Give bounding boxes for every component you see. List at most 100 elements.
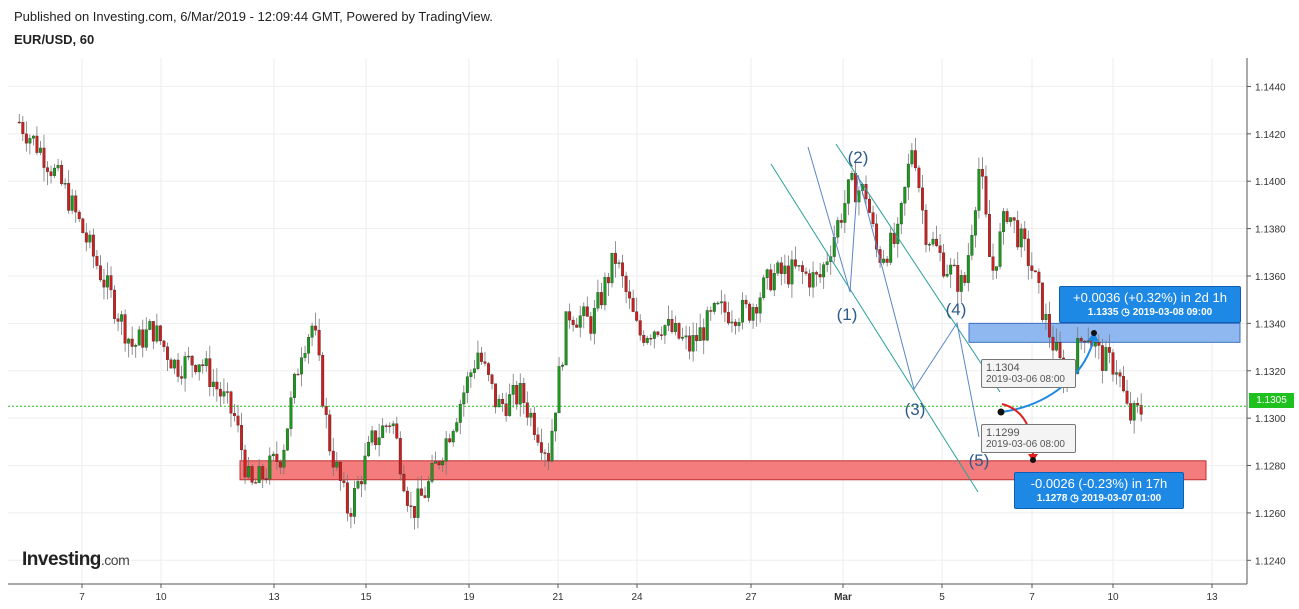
candle-body <box>296 373 300 376</box>
high-tooltip-price: 1.1304 <box>986 362 1020 374</box>
candle-body <box>734 321 737 326</box>
candle-body <box>233 413 236 417</box>
candle-body <box>225 391 229 393</box>
candle-body <box>46 167 49 172</box>
candle-body <box>1012 217 1016 221</box>
candle-body <box>998 231 1002 267</box>
candle-body <box>451 431 455 443</box>
candle-body <box>303 353 307 358</box>
candle-body <box>659 334 663 336</box>
up-projection-callout[interactable]: +0.0036 (+0.32%) in 2d 1h 1.1335 ◷ 2019-… <box>1059 286 1241 323</box>
candle-body <box>857 190 861 203</box>
up-projection-price: 1.1335 <box>1087 307 1119 318</box>
candle-body <box>561 364 565 367</box>
candle-body <box>511 385 515 395</box>
candle-body <box>109 275 113 291</box>
candle-body <box>885 258 889 263</box>
candle-body <box>726 312 730 324</box>
down-projection-callout[interactable]: -0.0026 (-0.23%) in 17h 1.1278 ◷ 2019-03… <box>1014 472 1184 509</box>
candle-body <box>42 147 46 168</box>
candle-body <box>984 176 988 215</box>
candle-body <box>458 403 462 423</box>
candle-body <box>1023 228 1027 240</box>
resistance-zone <box>968 322 1241 343</box>
candle-body <box>487 363 490 375</box>
candle-body <box>448 438 452 443</box>
candle-body <box>607 277 610 284</box>
candle-body <box>441 461 445 466</box>
candle-body <box>412 506 416 518</box>
candle-body <box>1002 211 1006 232</box>
candle-body <box>554 412 557 432</box>
candle-body <box>871 212 875 225</box>
candle-body <box>501 398 505 404</box>
candle-body <box>173 359 176 369</box>
candle-body <box>1058 342 1062 359</box>
candle-body <box>194 365 198 373</box>
candle-body <box>144 329 148 348</box>
candle-body <box>455 422 459 432</box>
candle-body <box>624 275 628 292</box>
candle-body <box>1111 352 1115 375</box>
candle-body <box>525 402 529 418</box>
up-projection-detail: 1.1335 ◷ 2019-03-08 09:00 <box>1060 305 1240 322</box>
candle-body <box>649 338 653 340</box>
y-tick-label: 1.1320 <box>1255 367 1286 378</box>
candle-body <box>652 331 656 339</box>
candle-body <box>737 322 741 326</box>
candle-body <box>945 274 949 277</box>
x-tick-label: 27 <box>745 592 757 603</box>
candle-body <box>765 269 769 278</box>
candle-body <box>490 374 494 384</box>
candle-body <box>1048 314 1051 338</box>
candle-body <box>547 453 550 462</box>
candle-body <box>462 392 466 405</box>
candle-body <box>822 264 826 278</box>
candle-body <box>430 463 434 482</box>
candle-body <box>345 482 349 514</box>
candle-body <box>356 481 360 489</box>
candle-body <box>1122 376 1125 392</box>
candle-body <box>141 329 145 348</box>
candle-body <box>631 297 635 312</box>
x-tick-label: 13 <box>1206 592 1218 603</box>
y-tick-label: 1.1400 <box>1255 177 1286 188</box>
candle-body <box>539 442 543 453</box>
candle-body <box>166 346 169 360</box>
candle-body <box>293 373 296 398</box>
high-tooltip-date: 2019-03-06 08:00 <box>986 374 1065 385</box>
candle-body <box>716 302 720 305</box>
candle-body <box>892 232 896 244</box>
candle-body <box>956 265 960 292</box>
candle-body <box>599 292 603 306</box>
candle-body <box>398 438 402 475</box>
candle-body <box>17 121 21 124</box>
candle-body <box>779 262 783 274</box>
candle-body <box>846 179 850 204</box>
x-tick-label: 21 <box>552 592 564 603</box>
candle-body <box>518 383 522 405</box>
candle-body <box>875 223 879 250</box>
candle-body <box>1076 338 1080 374</box>
candle-body <box>942 252 946 277</box>
candle-body <box>314 325 318 331</box>
candle-body <box>381 425 385 438</box>
candle-body <box>1005 211 1009 222</box>
candle-body <box>465 376 469 393</box>
candle-body <box>988 214 991 257</box>
wave-label: (5) <box>969 451 990 470</box>
candle-body <box>95 256 99 266</box>
candle-body <box>53 167 57 176</box>
candle-body <box>723 301 727 313</box>
candle-body <box>324 406 328 415</box>
candle-body <box>1055 342 1058 351</box>
y-tick-label: 1.1360 <box>1255 272 1286 283</box>
high-tooltip: 1.1304 2019-03-06 08:00 <box>981 359 1076 388</box>
candle-body <box>536 434 540 443</box>
candle-body <box>571 319 575 326</box>
candle-body <box>377 437 381 446</box>
candle-body <box>21 122 25 135</box>
candle-body <box>102 279 106 288</box>
candle-body <box>1115 372 1118 375</box>
